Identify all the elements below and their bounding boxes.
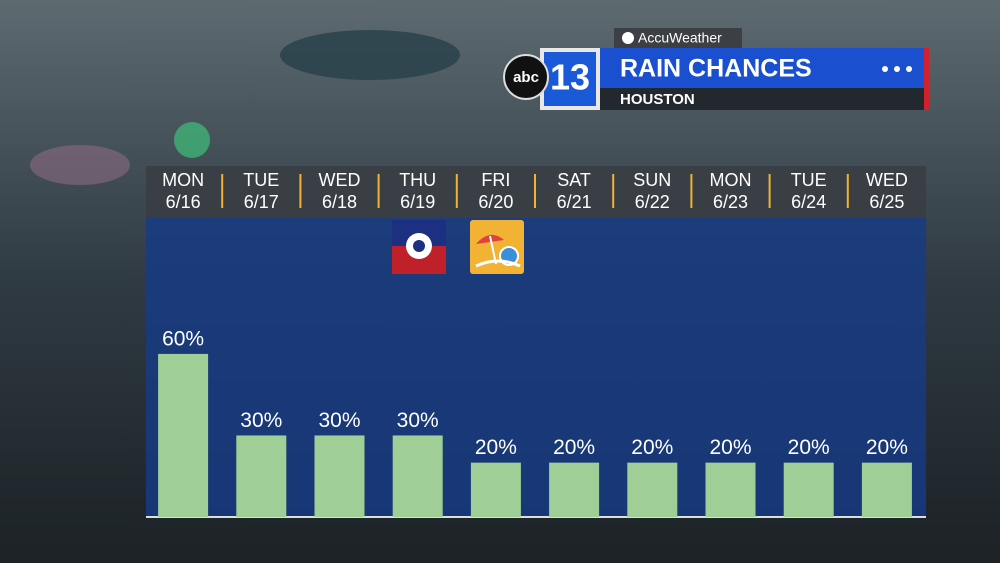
logo-inner — [544, 52, 596, 106]
bar — [627, 462, 678, 517]
value-label: 20% — [553, 436, 595, 459]
network-logo — [503, 54, 549, 100]
title-bar — [600, 48, 925, 88]
light-blur — [174, 122, 210, 158]
source: AccuWeather — [638, 30, 722, 46]
day-label: TUE — [791, 170, 827, 190]
value-label: 20% — [709, 436, 751, 459]
dot — [882, 66, 888, 72]
date-label: 6/18 — [322, 192, 357, 212]
umbrella-blur — [30, 145, 130, 185]
dot — [894, 66, 900, 72]
date-label: 6/16 — [166, 192, 201, 212]
value-label: 60% — [162, 327, 204, 350]
subtitle: HOUSTON — [620, 91, 695, 108]
value-label: 30% — [397, 409, 439, 432]
date-label: 6/25 — [869, 192, 904, 212]
value-label: 30% — [240, 409, 282, 432]
bar — [314, 435, 365, 517]
sun-icon — [622, 32, 634, 44]
bar — [549, 462, 600, 517]
day-label: SUN — [633, 170, 671, 190]
value-label: 20% — [866, 436, 908, 459]
umbrella-blur — [280, 30, 460, 80]
beach-icon — [470, 220, 524, 274]
date-label: 6/20 — [478, 192, 513, 212]
day-label: WED — [319, 170, 361, 190]
day-label: FRI — [481, 170, 510, 190]
date-label: 6/24 — [791, 192, 826, 212]
network: abc — [513, 69, 539, 86]
juneteenth-icon — [392, 220, 446, 274]
bar — [783, 462, 834, 517]
value-label: 30% — [318, 409, 360, 432]
date-label: 6/19 — [400, 192, 435, 212]
date-label: 6/21 — [557, 192, 592, 212]
day-label: TUE — [243, 170, 279, 190]
bar — [236, 435, 287, 517]
channel: 13 — [550, 57, 590, 98]
bar — [705, 462, 756, 517]
source-tab — [614, 28, 742, 49]
bar — [470, 462, 521, 517]
day-label: WED — [866, 170, 908, 190]
date-label: 6/23 — [713, 192, 748, 212]
bar — [158, 353, 209, 517]
date-label: 6/22 — [635, 192, 670, 212]
day-label: MON — [710, 170, 752, 190]
bar — [392, 435, 443, 517]
day-label: SAT — [557, 170, 591, 190]
dot — [906, 66, 912, 72]
bar — [861, 462, 912, 517]
date-label: 6/17 — [244, 192, 279, 212]
value-label: 20% — [788, 436, 830, 459]
accent — [924, 48, 929, 110]
subtitle-bar — [600, 88, 925, 110]
day-label: THU — [399, 170, 436, 190]
day-label: MON — [162, 170, 204, 190]
title: RAIN CHANCES — [620, 55, 812, 83]
value-label: 20% — [631, 436, 673, 459]
value-label: 20% — [475, 436, 517, 459]
